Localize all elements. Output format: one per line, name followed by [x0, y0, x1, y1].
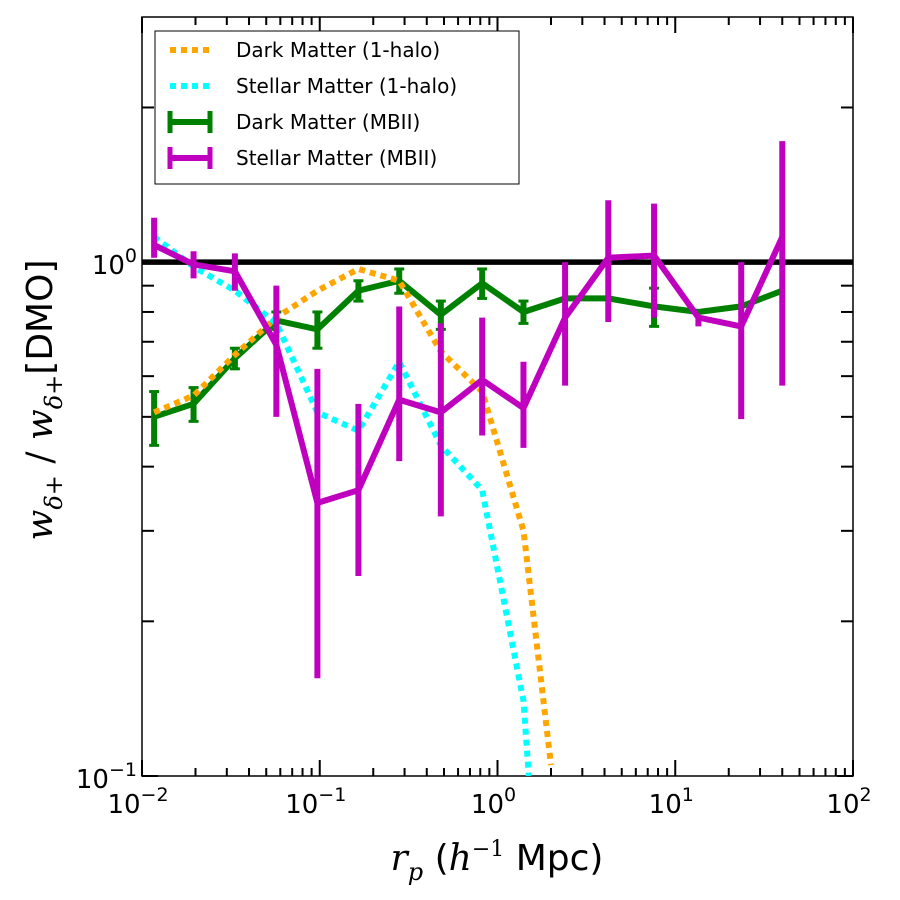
- y-tick-label: 100: [92, 245, 137, 281]
- x-axis-label: rp (h−1 Mpc): [391, 837, 604, 886]
- x-tick-label: 10−2: [107, 784, 168, 820]
- legend-label-dark-matter-1-halo: Dark Matter (1-halo): [236, 38, 440, 62]
- y-tick-label: 10−1: [76, 759, 137, 795]
- series-stellar-matter-1-halo: [152, 234, 532, 776]
- legend-label-stellar-matter-1-halo: Stellar Matter (1-halo): [236, 74, 457, 98]
- legend-label-dark-matter-mbii: Dark Matter (MBII): [236, 110, 420, 134]
- y-axis-label: wδ+ / wδ+[DMO]: [20, 259, 68, 540]
- series-dark-matter-1-halo: [152, 265, 554, 766]
- x-tick-label: 10−1: [285, 784, 346, 820]
- series-group: [149, 141, 786, 776]
- axis-ticks: [141, 17, 854, 777]
- series-stellar-matter-mbii: [152, 235, 786, 507]
- legend-label-stellar-matter-mbii: Stellar Matter (MBII): [236, 146, 437, 170]
- series-layer: [149, 141, 786, 776]
- legend: Dark Matter (1-halo) Stellar Matter (1-ha…: [154, 30, 520, 185]
- x-tick-label: 100: [471, 784, 516, 820]
- x-tick-label: 102: [826, 784, 871, 820]
- legend-box: [154, 30, 520, 185]
- x-tick-label: 101: [649, 784, 694, 820]
